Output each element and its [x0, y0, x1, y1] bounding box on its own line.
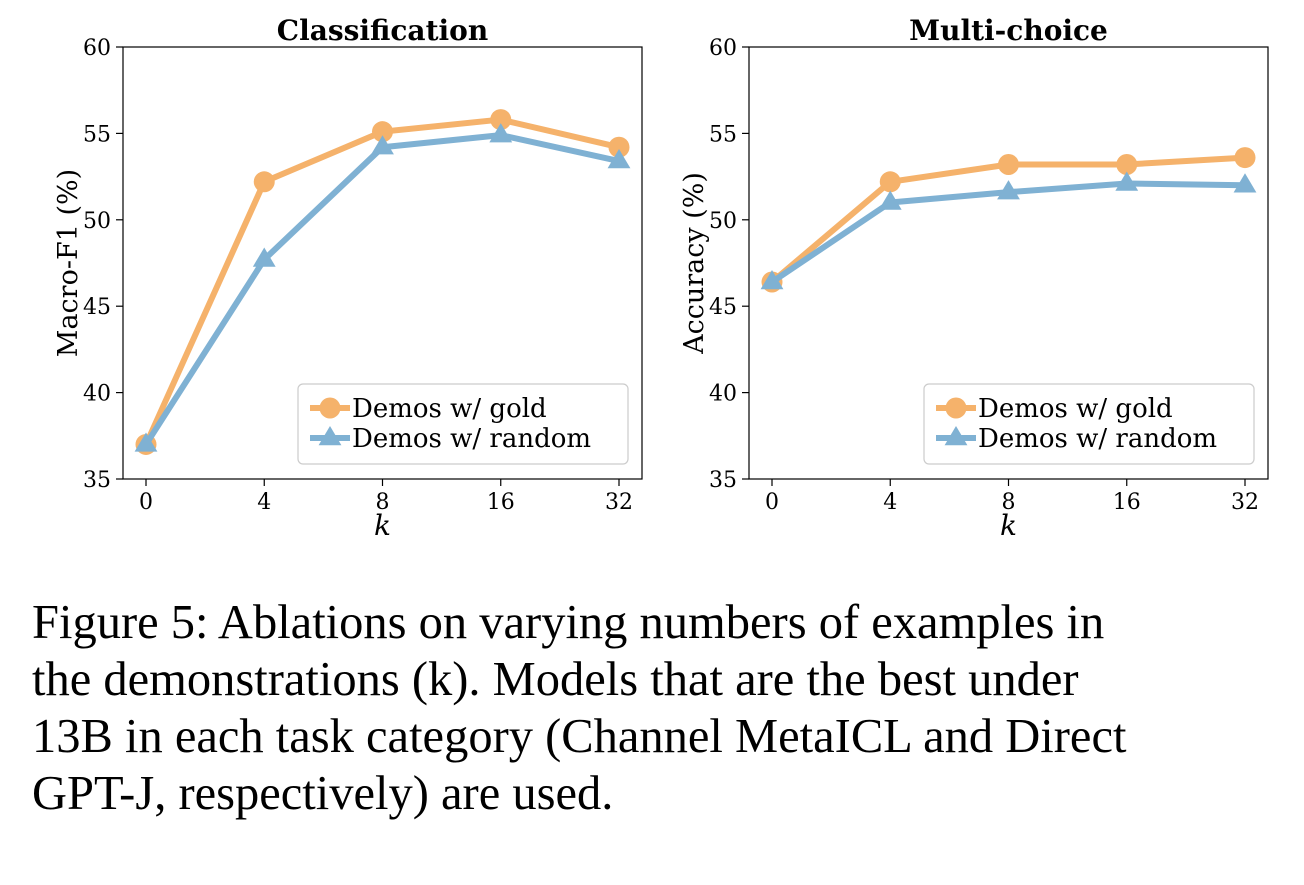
caption-line-3: 13B in each task category (Channel MetaI… — [32, 710, 1127, 763]
x-tick-label: 4 — [883, 490, 897, 515]
y-tick-label: 55 — [83, 122, 111, 147]
x-tick-label: 32 — [1231, 490, 1259, 515]
data-point-gold-4 — [879, 171, 901, 193]
chart-panel-2: Multi-choice 35 40 45 50 55 60 0 4 8 16 32 k Accuracy… — [679, 14, 1269, 542]
data-point-random-8 — [371, 135, 394, 155]
data-point-gold-16 — [490, 109, 512, 131]
caption-line-2: the demonstrations (k). Models that are … — [32, 653, 1079, 706]
data-point-gold-8 — [998, 154, 1019, 176]
data-point-random-0 — [760, 270, 784, 290]
x-tick-label: 32 — [605, 490, 633, 515]
series-line-1 — [769, 154, 1248, 286]
data-point-gold-16 — [1116, 154, 1138, 176]
x-tick-label: 0 — [139, 490, 153, 515]
y-tick-label: 35 — [83, 468, 111, 493]
legend-marker-circle — [945, 397, 967, 419]
y-tick-label: 45 — [83, 295, 111, 320]
data-point-gold-4 — [253, 171, 275, 193]
y-tick-label: 55 — [709, 122, 737, 147]
data-point-gold-32 — [608, 136, 630, 158]
caption-line-4: GPT-J, respectively) are used. — [32, 767, 614, 820]
y-tick-label: 40 — [83, 382, 111, 407]
x-tick-label: 0 — [765, 490, 779, 515]
legend-label: Demos w/ gold — [978, 394, 1173, 424]
data-point-random-4 — [252, 247, 276, 267]
x-tick-label: 16 — [487, 490, 515, 515]
x-tick-label: 16 — [1113, 490, 1141, 515]
legend-box — [297, 383, 629, 465]
x-tick-label: 8 — [1002, 490, 1016, 515]
y-tick-label: 45 — [709, 295, 737, 320]
legend-label: Demos w/ random — [352, 424, 591, 454]
x-axis-label: k — [1000, 509, 1017, 542]
data-point-random-0 — [134, 432, 158, 452]
data-point-gold-8 — [372, 121, 393, 143]
y-axis-label: Accuracy (%) — [679, 172, 710, 355]
data-point-random-32 — [607, 149, 631, 169]
legend-marker-triangle — [944, 426, 968, 446]
data-point-random-16 — [1115, 171, 1139, 191]
legend-marker-circle — [319, 397, 341, 419]
y-tick-label: 50 — [83, 209, 111, 234]
legend-label: Demos w/ random — [978, 424, 1217, 454]
x-tick-label: 4 — [257, 490, 271, 515]
data-point-gold-32 — [1234, 147, 1256, 169]
legend-marker-triangle — [318, 426, 342, 446]
data-point-random-16 — [489, 123, 513, 143]
x-tick-label: 8 — [376, 490, 390, 515]
y-axis-label: Macro-F1 (%) — [53, 169, 84, 357]
y-tick-label: 50 — [709, 209, 737, 234]
chart-title: Multi-choice — [909, 14, 1108, 47]
y-tick-label: 40 — [709, 382, 737, 407]
legend-box — [923, 383, 1255, 465]
data-point-random-32 — [1233, 173, 1257, 193]
y-tick-label: 60 — [709, 36, 737, 61]
caption-line-1: Figure 5: Ablations on varying numbers o… — [32, 596, 1105, 649]
chart-panel-1: Classification 35 40 45 50 55 60 0 4 8 16 32 k Macro-… — [53, 14, 643, 542]
x-axis-label: k — [374, 509, 391, 542]
y-tick-label: 60 — [83, 36, 111, 61]
y-tick-label: 35 — [709, 468, 737, 493]
data-point-random-4 — [878, 190, 902, 210]
chart-title: Classification — [277, 14, 488, 47]
legend-label: Demos w/ gold — [352, 394, 547, 424]
data-point-random-8 — [997, 180, 1020, 200]
figure-caption: Figure 5: Ablations on varying numbers o… — [32, 594, 1292, 822]
